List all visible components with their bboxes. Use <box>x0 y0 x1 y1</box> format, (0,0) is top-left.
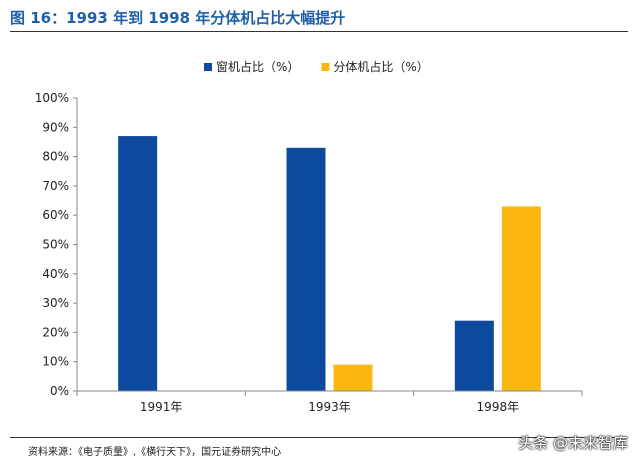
figure-title: 图 16：1993 年到 1998 年分体机占比大幅提升 <box>10 9 346 27</box>
legend-label: 窗机占比（%） <box>216 59 299 74</box>
y-axis: 0% 10% 20% 30% 40% 50% 60% 70% 80% 90% 100% <box>35 91 78 398</box>
bars <box>118 136 541 391</box>
bar-chart: 窗机占比（%） 分体机占比（%） 0% 10% 20% 30% 40% 50% 60% 70% 8… <box>35 59 583 414</box>
title-divider <box>10 31 628 32</box>
bar-split <box>333 364 373 391</box>
y-tick-label: 50% <box>42 238 69 252</box>
y-tick-label: 20% <box>42 325 69 339</box>
bar-window <box>454 320 494 391</box>
source-note: 资料来源：《电子质量》,《横行天下》，国元证券研究中心 <box>28 447 282 458</box>
bar-window <box>118 136 158 391</box>
legend-label: 分体机占比（%） <box>333 59 428 74</box>
y-tick-label: 30% <box>42 296 69 310</box>
watermark: 头条 @未来智库 <box>518 434 628 452</box>
x-axis: 1991年 1993年 1998年 <box>76 390 583 414</box>
x-tick-label: 1998年 <box>477 400 520 414</box>
y-tick-label: 60% <box>42 208 69 222</box>
y-tick-label: 90% <box>42 120 69 134</box>
x-tick-label: 1993年 <box>308 400 351 414</box>
x-tick-label: 1991年 <box>140 400 183 414</box>
y-tick-label: 70% <box>42 179 69 193</box>
bar-split <box>501 206 541 391</box>
legend-swatch <box>204 63 212 71</box>
y-tick-label: 40% <box>42 267 69 281</box>
y-tick-label: 80% <box>42 150 69 164</box>
y-tick-label: 0% <box>50 384 69 398</box>
bar-window <box>286 147 326 391</box>
legend: 窗机占比（%） 分体机占比（%） <box>204 59 429 74</box>
y-tick-label: 100% <box>35 91 69 105</box>
y-tick-label: 10% <box>42 355 69 369</box>
footer-divider <box>10 437 628 438</box>
legend-swatch <box>321 63 330 71</box>
